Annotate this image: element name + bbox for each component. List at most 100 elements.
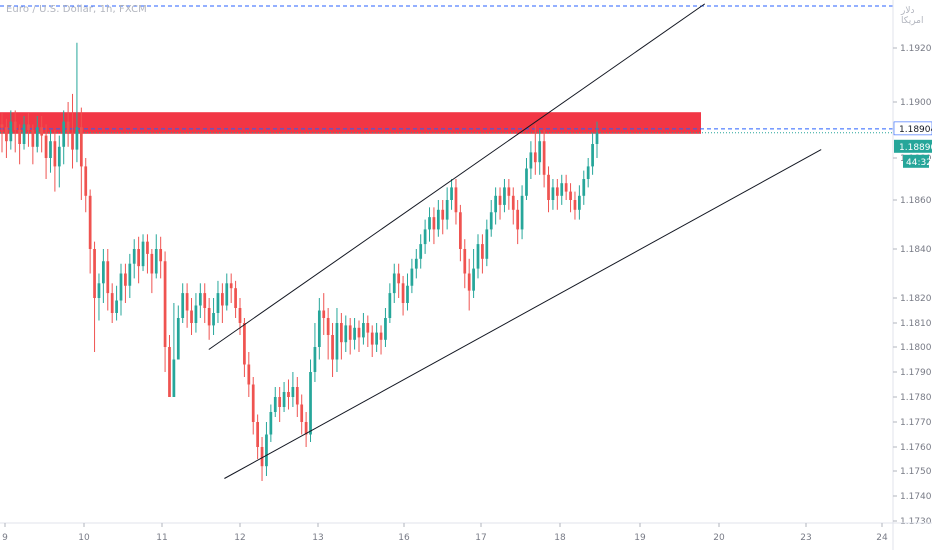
candle-body: [181, 293, 185, 318]
price-tick-label: 1.17400: [900, 492, 932, 502]
candle: [71, 93, 74, 169]
candle: [115, 285, 118, 321]
candle-body: [595, 132, 599, 144]
candle: [141, 234, 145, 272]
channel-layer[interactable]: [208, 3, 822, 479]
candle: [128, 253, 132, 298]
candle: [335, 308, 339, 372]
candle: [481, 234, 484, 274]
candle-body: [150, 253, 154, 274]
candle: [190, 298, 193, 335]
candle: [397, 263, 401, 298]
candle: [251, 377, 255, 435]
candle-body: [348, 325, 352, 340]
candle-body: [247, 364, 251, 385]
candle-body: [260, 447, 264, 467]
candle: [172, 303, 176, 397]
channel-upper-line[interactable]: [208, 3, 706, 350]
candle: [326, 308, 330, 360]
candle: [542, 130, 546, 188]
candle-body: [115, 300, 118, 313]
candle-body: [326, 318, 330, 335]
candle-body: [397, 273, 401, 284]
candle-body: [207, 308, 211, 326]
candle: [234, 280, 237, 318]
channel-lower-line[interactable]: [224, 149, 822, 479]
countdown-label: 44:32: [906, 158, 932, 168]
candle-body: [238, 308, 242, 323]
candle-body: [547, 174, 550, 200]
candle-body: [498, 195, 502, 205]
brand-label: دلار امریکا: [901, 6, 924, 26]
candle-body: [362, 323, 365, 338]
candle-body: [344, 325, 348, 343]
candle: [578, 185, 581, 220]
candle: [238, 298, 242, 335]
candle-body: [485, 229, 489, 259]
candle: [181, 283, 185, 323]
candle: [392, 263, 396, 303]
candle: [406, 273, 409, 311]
candle-body: [392, 273, 396, 294]
candle: [207, 298, 211, 340]
candle-body: [291, 387, 295, 397]
candle: [35, 116, 39, 153]
time-tick-label: 20: [713, 533, 725, 543]
candle: [340, 313, 343, 360]
candle: [216, 280, 220, 323]
candle-body: [287, 392, 290, 397]
candle-body: [172, 359, 176, 397]
candle: [221, 283, 224, 323]
candle-body: [366, 323, 370, 333]
candle-body: [273, 397, 277, 412]
candle-body: [494, 195, 497, 213]
candle: [538, 130, 542, 175]
candle: [93, 241, 96, 352]
candle: [533, 124, 537, 175]
candle: [516, 200, 520, 245]
candle-body: [551, 187, 555, 200]
candle-body: [128, 263, 132, 286]
candle: [278, 387, 282, 422]
price-tick-label: 1.18100: [900, 319, 932, 329]
candle-layer: [0, 42, 599, 481]
candle: [229, 273, 233, 303]
candle: [586, 158, 590, 188]
candle-body: [525, 168, 528, 196]
candle-body: [44, 135, 48, 158]
candle-body: [40, 127, 44, 136]
candle: [547, 166, 550, 213]
candle-body: [489, 212, 493, 230]
candle-body: [203, 293, 207, 308]
candle: [384, 308, 387, 347]
candle: [423, 219, 427, 254]
price-tick-label: 1.18400: [900, 245, 932, 255]
time-tick-label: 9: [2, 533, 8, 543]
candle-body: [27, 124, 30, 130]
candle-body: [75, 127, 79, 150]
price-tick-label: 1.18600: [900, 196, 932, 206]
candle-body: [190, 310, 193, 323]
candle-body: [410, 268, 414, 286]
candle: [62, 110, 66, 165]
candle-body: [578, 195, 581, 210]
candle-body: [353, 327, 356, 340]
candle: [110, 283, 114, 323]
time-axis[interactable]: 9 10 11 12 13 16 17 18 19 20 23 24: [0, 522, 932, 543]
candle-body: [414, 258, 418, 269]
candle-body: [159, 249, 163, 262]
candle: [150, 249, 154, 294]
candle: [273, 387, 277, 417]
candle: [225, 273, 229, 311]
candle: [525, 158, 528, 200]
candle: [49, 130, 52, 173]
price-tick-label: 1.17300: [900, 517, 932, 527]
candle-body: [119, 273, 123, 301]
candle-body: [406, 285, 409, 303]
candle-body: [370, 332, 374, 345]
candle: [168, 335, 171, 397]
price-tags: 1.18904 1.18890 44:32: [893, 0, 932, 168]
candle-body: [31, 130, 35, 147]
